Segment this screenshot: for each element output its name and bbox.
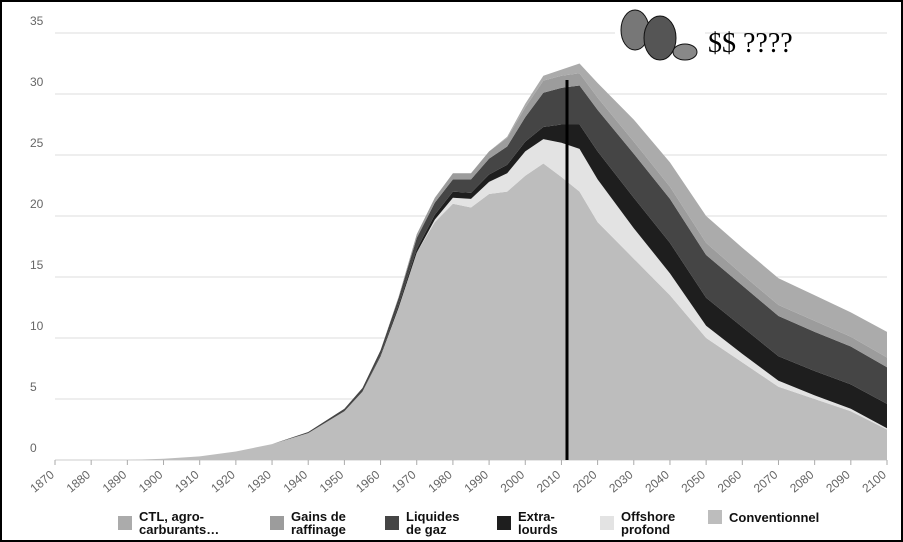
y-tick-label: 10 xyxy=(30,319,44,333)
y-tick-label: 5 xyxy=(30,380,37,394)
y-tick-label: 30 xyxy=(30,75,44,89)
x-tick-label: 1900 xyxy=(136,467,166,495)
area xyxy=(55,163,887,461)
legend-item: Offshore profond xyxy=(600,510,675,536)
legend-swatch xyxy=(497,516,511,530)
x-tick-label: 1960 xyxy=(353,467,383,495)
annotation: $$ ???? xyxy=(708,28,793,59)
x-tick-label: 2080 xyxy=(787,467,817,495)
y-tick-label: 25 xyxy=(30,136,44,150)
area xyxy=(55,73,887,460)
y-tick-label: 0 xyxy=(30,441,37,455)
x-tick-label: 1910 xyxy=(172,467,202,495)
area xyxy=(55,139,887,460)
x-tick-label: 2060 xyxy=(715,467,745,495)
x-tick-label: 1990 xyxy=(462,467,492,495)
legend-item: Liquides de gaz xyxy=(385,510,459,536)
x-tick-label: 1880 xyxy=(64,467,94,495)
legend-label: Conventionnel xyxy=(729,509,820,525)
x-tick-label: 2000 xyxy=(498,467,528,495)
legend-label: Extra- lourds xyxy=(518,509,558,537)
legend-item: CTL, agro- carburants… xyxy=(118,510,219,536)
x-tick-label: 1970 xyxy=(389,467,419,495)
area xyxy=(55,85,887,461)
barrel xyxy=(672,43,698,61)
x-tick-label: 1920 xyxy=(208,467,238,495)
x-tick-label: 2090 xyxy=(823,467,853,495)
y-tick-label: 15 xyxy=(30,258,44,272)
legend-swatch xyxy=(708,510,722,524)
y-tick-label: 35 xyxy=(30,14,44,28)
x-tick-label: 2030 xyxy=(606,467,636,495)
legend-item: Gains de raffinage xyxy=(270,510,346,536)
legend-item: Extra- lourds xyxy=(497,510,558,536)
legend-swatch xyxy=(270,516,284,530)
x-tick-label: 2020 xyxy=(570,467,600,495)
x-tick-label: 2010 xyxy=(534,467,564,495)
legend-label: CTL, agro- carburants… xyxy=(139,509,220,537)
legend-item: Conventionnel xyxy=(708,510,819,524)
legend-label: Liquides de gaz xyxy=(406,509,460,537)
x-tick-label: 1980 xyxy=(425,467,455,495)
x-tick-label: 1890 xyxy=(100,467,130,495)
x-tick-label: 1950 xyxy=(317,467,347,495)
barrel xyxy=(643,15,677,61)
x-tick-label: 2070 xyxy=(751,467,781,495)
legend-label: Offshore profond xyxy=(621,509,676,537)
x-tick-label: 2050 xyxy=(679,467,709,495)
y-tick-label: 20 xyxy=(30,197,44,211)
legend-swatch xyxy=(118,516,132,530)
barrels-icon xyxy=(615,8,705,70)
x-tick-label: 1940 xyxy=(281,467,311,495)
x-tick-label: 1930 xyxy=(245,467,275,495)
legend-swatch xyxy=(385,516,399,530)
x-tick-label: 2040 xyxy=(642,467,672,495)
legend-label: Gains de raffinage xyxy=(291,509,346,537)
x-tick-label: 1870 xyxy=(27,467,57,495)
x-tick-label: 2100 xyxy=(859,467,889,495)
legend-swatch xyxy=(600,516,614,530)
